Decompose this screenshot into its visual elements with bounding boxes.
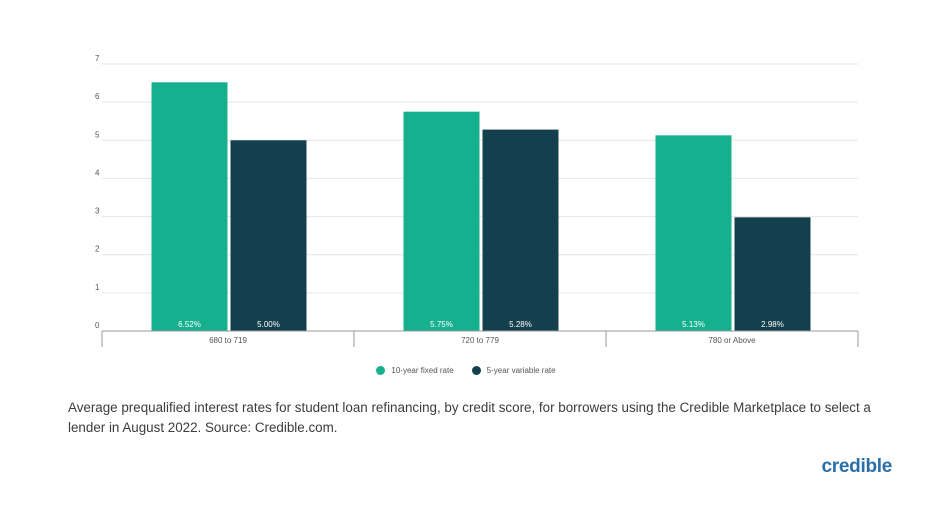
data-label: 5.13%	[682, 320, 705, 329]
data-label: 6.52%	[178, 320, 201, 329]
bar	[151, 82, 228, 332]
chart-caption: Average prequalified interest rates for …	[68, 400, 871, 435]
legend: 10-year fixed rate 5-year variable rate	[0, 362, 932, 378]
legend-item-fixed: 10-year fixed rate	[376, 365, 454, 375]
bars	[151, 82, 811, 332]
bar	[482, 129, 559, 331]
x-axis: 680 to 719 720 to 779 780 or Above	[101, 330, 859, 347]
data-label: 5.28%	[509, 320, 532, 329]
legend-label-fixed: 10-year fixed rate	[391, 365, 454, 375]
legend-swatch-fixed	[376, 365, 386, 375]
y-tick-label: 0	[95, 321, 100, 330]
y-axis-ticks: 0 1 2 3 4 5 6 7	[95, 54, 100, 330]
data-label: 5.75%	[430, 320, 453, 329]
y-tick-label: 3	[95, 207, 100, 216]
legend-swatch-variable	[471, 365, 481, 375]
bar	[655, 135, 732, 331]
x-tick-label: 780 or Above	[708, 336, 756, 345]
bar	[403, 111, 480, 331]
legend-item-variable: 5-year variable rate	[471, 365, 556, 375]
y-tick-label: 5	[95, 130, 100, 139]
y-tick-label: 2	[95, 245, 100, 254]
legend-label-variable: 5-year variable rate	[486, 365, 556, 375]
y-tick-label: 7	[95, 54, 100, 63]
data-labels: 6.52% 5.00% 5.75% 5.28% 5.13% 2.98%	[178, 320, 784, 329]
y-tick-label: 1	[95, 283, 100, 292]
x-tick-label: 720 to 779	[461, 336, 499, 345]
data-label: 5.00%	[257, 320, 280, 329]
credible-logo: credible	[821, 456, 893, 477]
grid-lines	[102, 63, 858, 294]
bar	[734, 217, 811, 331]
data-label: 2.98%	[761, 320, 784, 329]
y-tick-label: 6	[95, 92, 100, 101]
x-tick-label: 680 to 719	[209, 336, 247, 345]
bar	[230, 140, 307, 331]
y-tick-label: 4	[95, 168, 100, 177]
